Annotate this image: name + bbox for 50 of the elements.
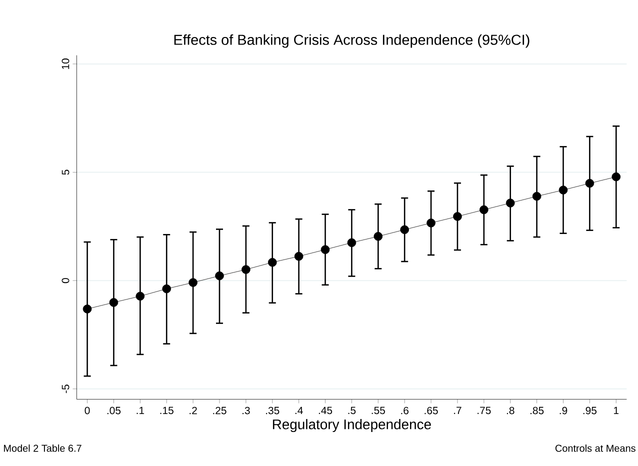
- x-tick-label: .2: [190, 406, 197, 414]
- point: [612, 172, 621, 182]
- x-tick-label: .55: [372, 406, 385, 414]
- point: [162, 284, 172, 294]
- x-tick-label: .45: [318, 406, 332, 414]
- point: [320, 245, 330, 254]
- point: [426, 218, 436, 228]
- x-tick-label: .7: [454, 406, 462, 414]
- y-tick-label: 0: [62, 278, 70, 284]
- x-tick-label: .75: [478, 406, 491, 414]
- x-tick-label: .95: [583, 406, 597, 414]
- x-tick-label: .05: [107, 406, 121, 414]
- point: [188, 278, 198, 287]
- point: [215, 271, 224, 280]
- y-tick-label: 10: [62, 58, 70, 69]
- text: Controls at Means: [555, 444, 636, 452]
- point: [82, 304, 92, 314]
- x-tick-label: .65: [424, 406, 438, 414]
- x-tick-label: 1: [614, 406, 619, 414]
- point: [374, 232, 383, 241]
- x-tick-label: .9: [560, 406, 568, 414]
- point: [136, 292, 145, 301]
- x-tick-label: .8: [506, 406, 514, 414]
- point: [532, 192, 542, 201]
- point: [506, 198, 515, 208]
- point: [585, 178, 594, 188]
- y-tick-label: -5: [62, 384, 70, 394]
- x-tick-label: .35: [266, 406, 280, 414]
- x-axis-title: Regulatory Independence: [272, 419, 431, 432]
- point: [109, 298, 118, 307]
- x-tick-label: .15: [160, 406, 174, 414]
- point: [268, 258, 277, 267]
- point: [480, 205, 488, 214]
- y-tick-label: 5: [62, 170, 70, 175]
- x-tick-label: 0: [84, 406, 90, 414]
- point: [453, 212, 462, 221]
- x-tick-label: .85: [530, 406, 544, 414]
- x-tick-label: .6: [401, 406, 408, 414]
- point: [347, 238, 356, 248]
- text: Model 2 Table 6.7: [4, 444, 82, 452]
- x-tick-label: .1: [136, 406, 144, 414]
- chart-title: Effects of Banking Crisis Across Independence (95%CI): [174, 34, 530, 48]
- x-tick-label: .4: [295, 406, 303, 414]
- point: [400, 225, 409, 234]
- point: [294, 252, 304, 261]
- point: [242, 265, 250, 274]
- x-tick-label: .3: [242, 406, 250, 414]
- point: [558, 186, 568, 194]
- x-tick-label: .5: [348, 406, 356, 414]
- x-tick-label: .25: [213, 406, 226, 414]
